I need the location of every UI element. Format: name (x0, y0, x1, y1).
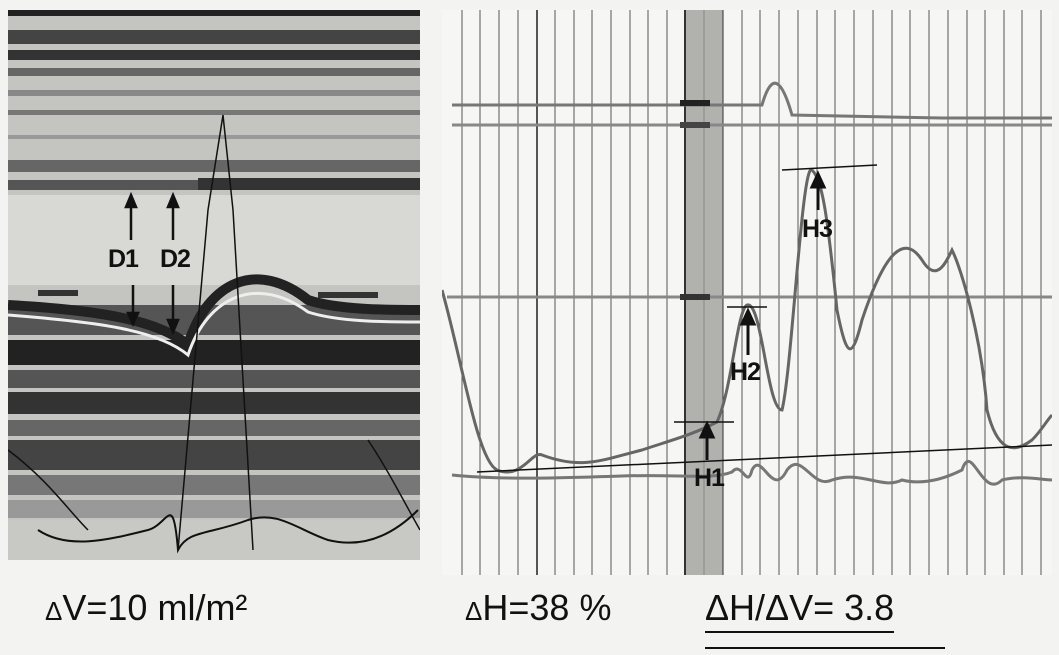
recording-trace-graphic (442, 10, 1052, 575)
delta-v-caption: ΔV=10 ml/m² (45, 590, 247, 626)
delta-h-caption: ΔH=38 % (465, 590, 611, 626)
echo-trace-graphic (8, 10, 420, 560)
delta-v-text: V=10 ml/m² (62, 587, 248, 628)
ratio-caption: ΔH/ΔV= 3.8 (705, 587, 895, 633)
delta-h-text: H=38 % (482, 587, 612, 628)
delta-h-symbol: Δ (465, 596, 483, 626)
d1-label: D1 (108, 245, 139, 273)
h1-label: H1 (694, 464, 725, 492)
d2-label: D2 (160, 245, 191, 273)
ratio-text: ΔH/ΔV= 3.8 (705, 587, 895, 633)
ratio-double-underline (705, 647, 945, 649)
echocardiogram-image: D1 D2 (8, 10, 420, 560)
pressure-recording-chart: H1 H2 H3 (442, 10, 1052, 575)
delta-v-symbol: Δ (45, 596, 63, 626)
h3-label: H3 (802, 215, 833, 243)
h2-label: H2 (730, 358, 761, 386)
